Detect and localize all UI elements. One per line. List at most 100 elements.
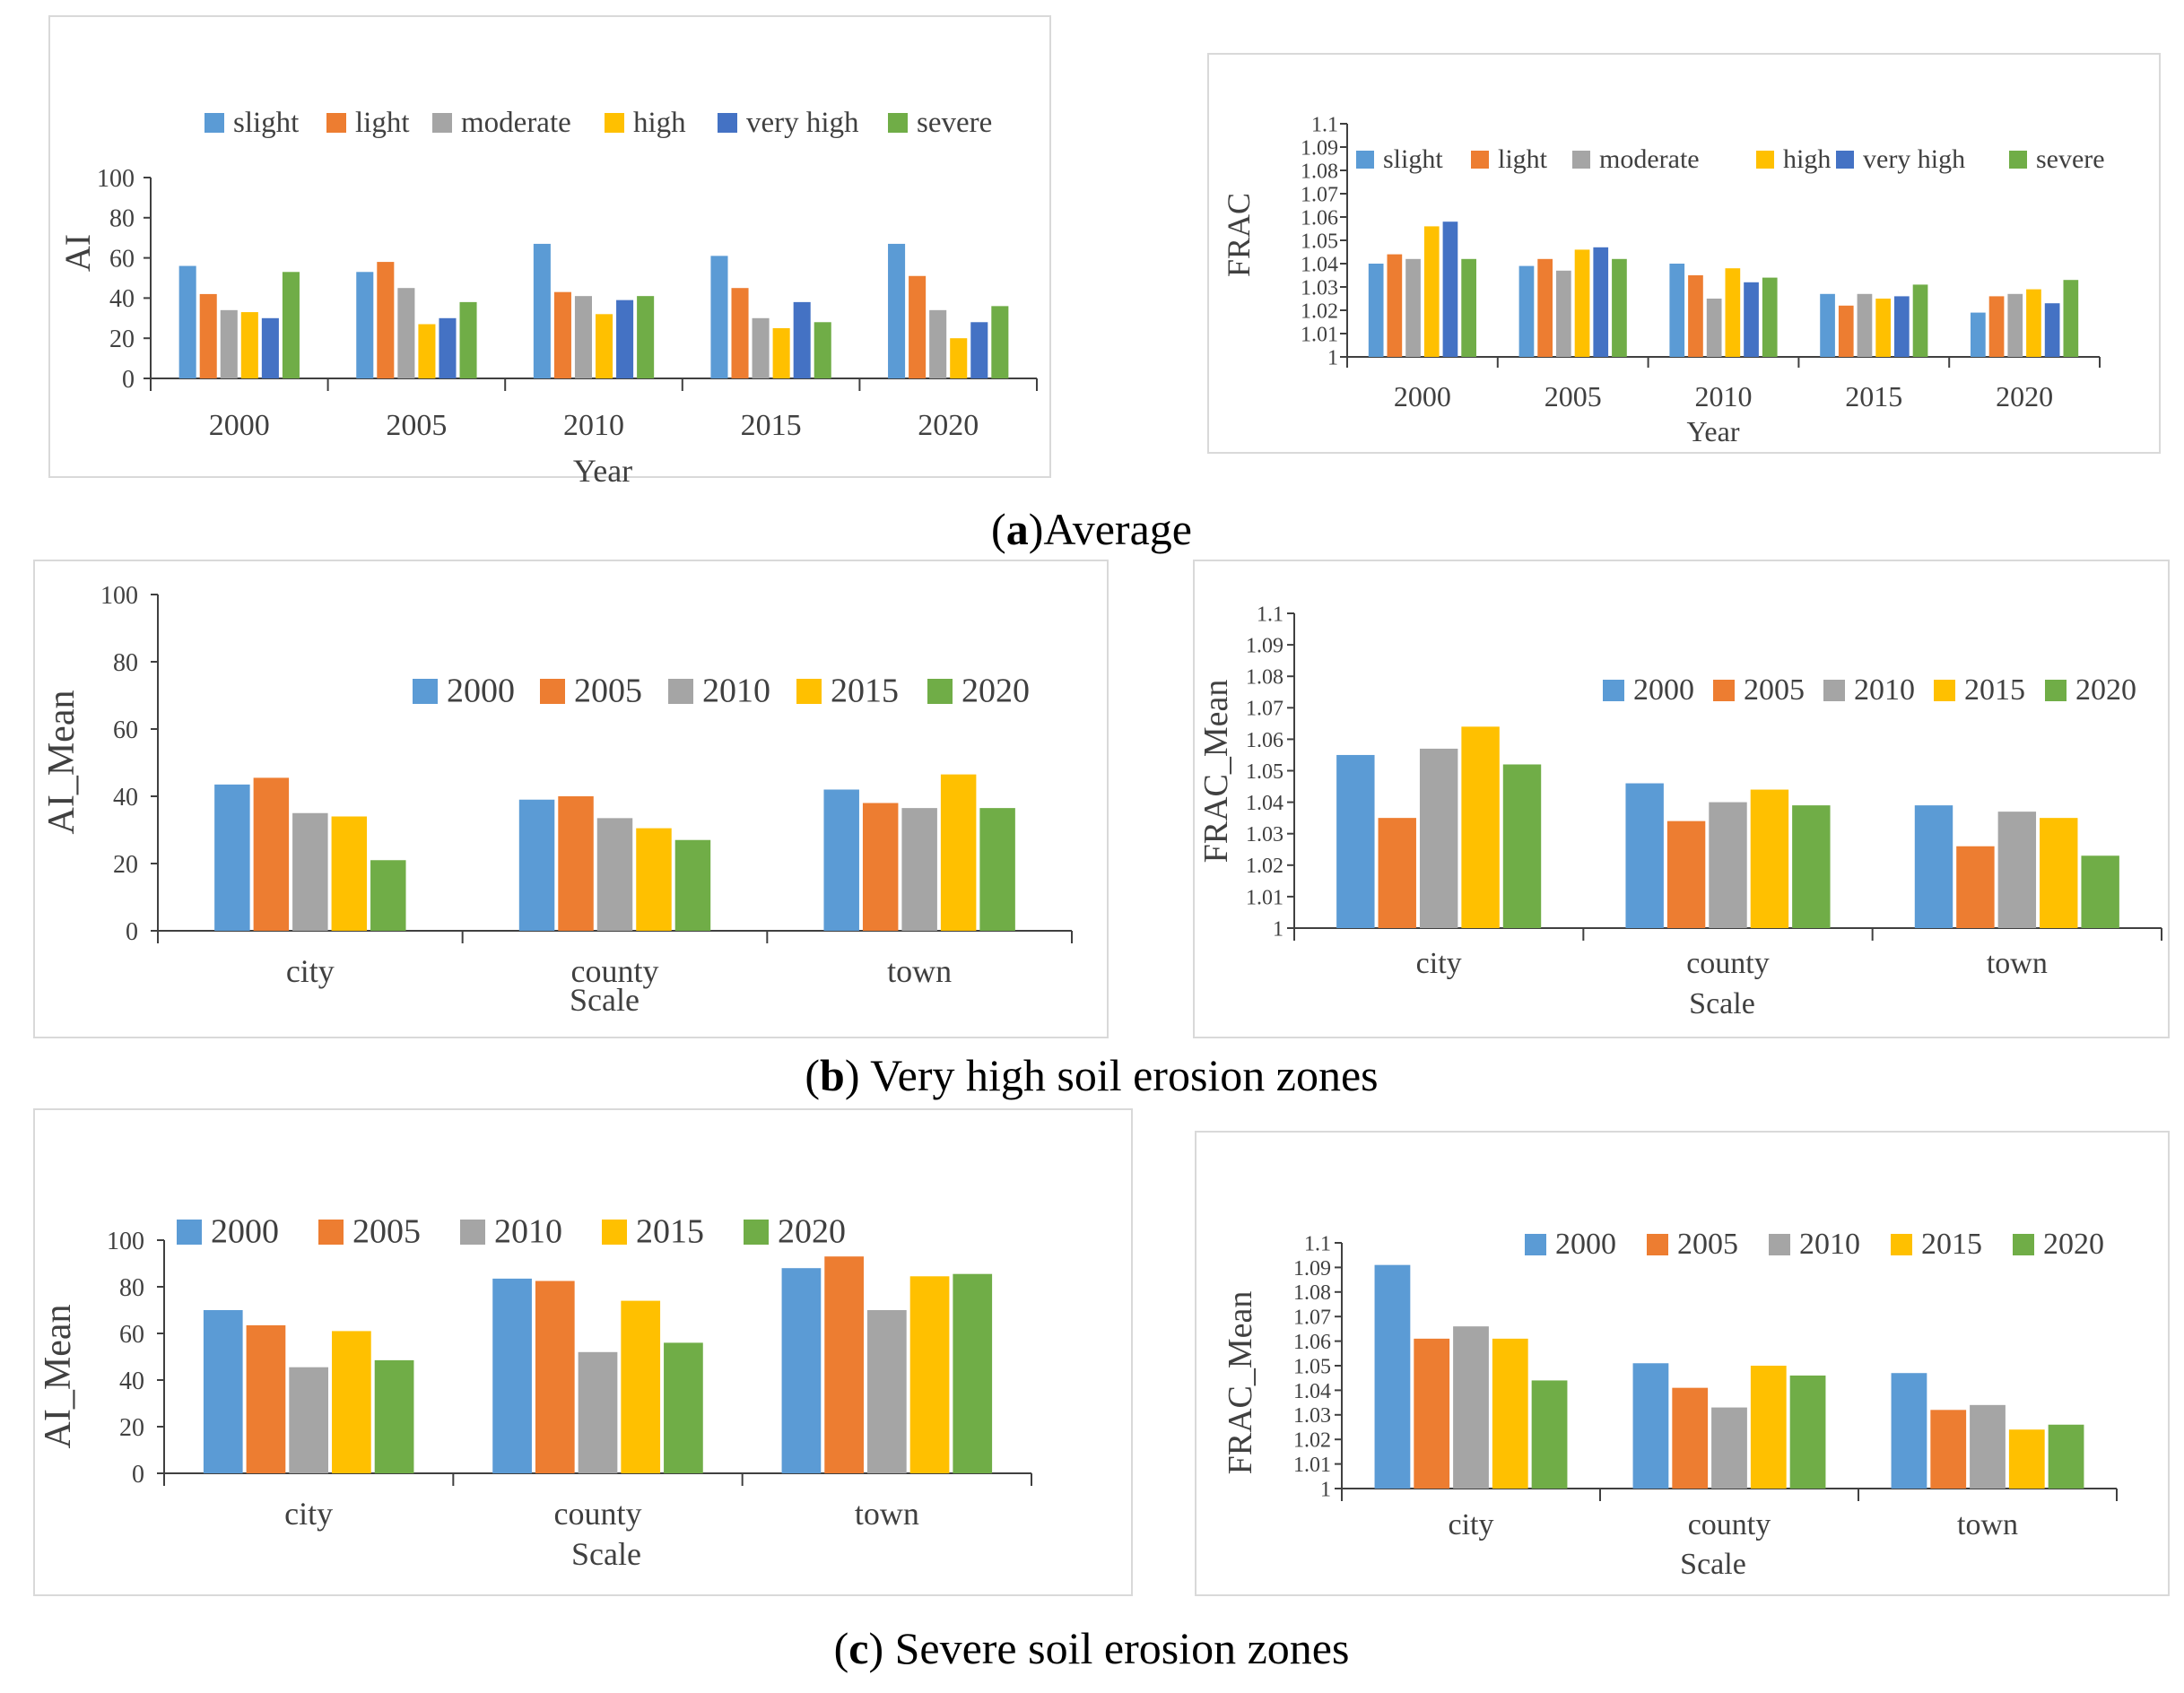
bar-2010-town [866,1310,907,1473]
bar-2015-city [1492,1338,1528,1489]
bar-2005-county [535,1281,575,1473]
chart-b-right: 1 1.01 1.02 1.03 1.04 1.05 1.06 1.07 1.08 1.09 1.1… [1193,560,2170,1038]
bar-2015-county [1750,1366,1787,1489]
legend-swatch-2010 [460,1220,485,1245]
legend-label-very-high: very high [1863,144,1965,174]
y-tick-label: 0 [122,366,135,394]
bar-2005-city [1378,818,1416,928]
y-axis-title: AI [57,234,98,272]
bar-2005-town [1956,846,1995,928]
bar-light-2005 [1537,258,1553,357]
legend-swatch-2005 [1713,680,1735,701]
y-tick-label: 1.1 [1311,113,1338,136]
bar-2015-city [1461,726,1500,928]
bar-2020-county [674,839,711,931]
bar-severe-2015 [814,322,831,378]
y-tick-label: 1.04 [1293,1380,1331,1403]
legend-label-2010: 2010 [702,672,770,709]
bar-very-high-2005 [439,317,457,378]
legend-label-slight: slight [1383,144,1443,174]
y-tick-label: 60 [113,716,138,744]
legend-swatch-2015 [796,679,822,704]
y-tick-label: 60 [109,245,135,273]
legend: 2000 2005 2010 2015 2020 [413,672,1030,709]
bar-2005-county [1672,1387,1709,1489]
bar-2020-city [1502,764,1542,928]
legend-swatch-very-high [718,113,737,133]
y-tick-label: 20 [113,851,138,879]
bar-high-2000 [240,312,258,378]
bar-light-2000 [1387,254,1403,357]
chart-a-left: 0 20 40 60 80 100 2000 2005 2010 2015 2020 AI Year sl… [48,15,1051,489]
bar-2015-town [909,1276,950,1473]
bar-slight-2010 [1669,264,1685,357]
bar-high-2000 [1423,226,1440,357]
bar-very-high-2000 [1442,221,1458,357]
bar-2015-city [332,1331,371,1473]
bar-severe-2000 [282,272,300,378]
bar-very-high-2020 [970,322,988,378]
y-tick-label: 1.06 [1301,206,1338,230]
bar-severe-2005 [1612,258,1627,357]
bar-slight-2005 [356,272,374,378]
y-tick-label: 1.08 [1301,160,1338,183]
bar-2015-county [636,828,672,931]
legend-swatch-severe [2009,151,2027,169]
y-axis-title: FRAC [1221,193,1257,277]
bar-very-high-2015 [1893,296,1910,357]
bar-severe-2010 [1762,277,1778,357]
legend-label-2005: 2005 [352,1212,421,1250]
bar-moderate-2010 [1706,299,1722,357]
bar-2000-city [1374,1264,1411,1489]
bar-moderate-2005 [1556,270,1571,357]
bar-slight-2020 [1971,312,1986,357]
bar-2015-city [331,816,368,931]
bar-very-high-2015 [793,301,811,378]
legend-label-2000: 2000 [447,672,515,709]
bar-2000-county [518,799,555,931]
y-tick-label: 60 [119,1321,144,1349]
legend-label-2000: 2000 [1555,1228,1616,1261]
y-tick-label: 80 [119,1274,144,1302]
bar-moderate-2020 [929,309,947,378]
bar-severe-2015 [1912,284,1928,357]
bar-2020-town [953,1273,993,1473]
legend-label-moderate: moderate [461,107,571,139]
chart-a-right: 11.011.021.031.041.051.061.071.081.091.1… [1207,53,2161,454]
y-tick-label: 1.05 [1293,1355,1331,1378]
bar-severe-2020 [991,306,1009,378]
bar-very-high-2010 [1744,282,1759,357]
x-tick-label-city: city [284,1496,333,1532]
x-axis-title: Scale [571,1536,641,1572]
legend-label-2010: 2010 [494,1212,562,1250]
y-tick-label: 1.09 [1301,136,1338,160]
legend: 2000 2005 2010 2015 2020 [1603,673,2136,707]
bar-severe-2010 [637,296,655,378]
y-tick-label: 1.01 [1293,1454,1331,1477]
caption-a-letter: a [1006,504,1029,554]
x-tick-label-county: county [1686,947,1770,980]
bar-very-high-2005 [1593,247,1609,357]
x-tick-label-county: county [554,1496,642,1532]
bar-2020-town [979,808,1015,931]
caption-b-text: Very high soil erosion zones [859,1050,1378,1100]
y-tick-label: 1 [1320,1478,1331,1501]
y-tick-label: 1.08 [1246,666,1283,690]
bar-2005-county [1666,820,1706,928]
y-tick-label: 0 [132,1461,144,1489]
legend-label-light: light [1498,144,1548,174]
bar-severe-2005 [459,301,477,378]
x-tick-label-county: county [1688,1508,1771,1541]
x-tick-label-county: county [571,953,659,989]
y-axis-title: FRAC_Mean [1197,680,1235,864]
x-tick-label-2010: 2010 [563,409,624,442]
bar-high-2020 [2026,289,2041,357]
bar-moderate-2015 [1857,293,1873,357]
legend-swatch-high [605,113,624,133]
legend-swatch-2000 [1525,1234,1546,1255]
legend-label-severe: severe [917,107,992,139]
bar-slight-2015 [710,256,728,378]
caption-b-letter: b [820,1050,845,1100]
bar-slight-2010 [533,243,551,378]
